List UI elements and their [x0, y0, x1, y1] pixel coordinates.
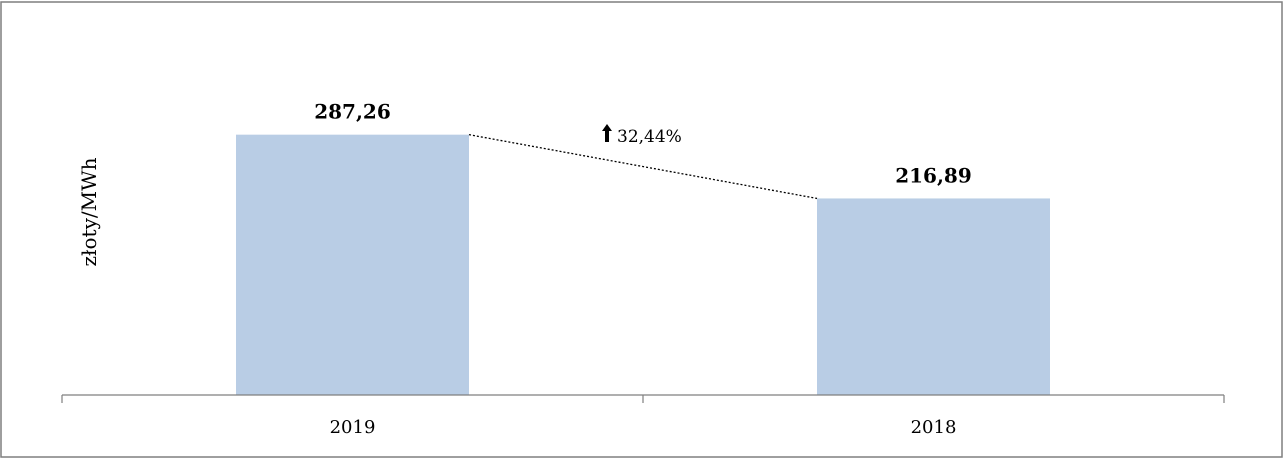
- value-labels-group: 287,26 216,89: [314, 100, 972, 188]
- bar-2019: [236, 134, 469, 395]
- change-annotation: 32,44%: [602, 124, 682, 147]
- y-axis-label: złoty/MWh: [77, 157, 101, 266]
- change-percent-label: 32,44%: [617, 127, 682, 147]
- x-tick-labels-group: 2019 2018: [330, 417, 957, 438]
- value-label-2018: 216,89: [895, 163, 972, 187]
- bars-group: [236, 134, 1050, 395]
- x-axis: [61, 394, 1225, 403]
- trend-line: [468, 134, 818, 200]
- x-tick-label-2019: 2019: [330, 417, 376, 438]
- x-tick-label-2018: 2018: [911, 417, 957, 438]
- up-arrow-icon: [602, 124, 612, 142]
- bar-2018: [817, 198, 1050, 395]
- value-label-2019: 287,26: [314, 100, 391, 124]
